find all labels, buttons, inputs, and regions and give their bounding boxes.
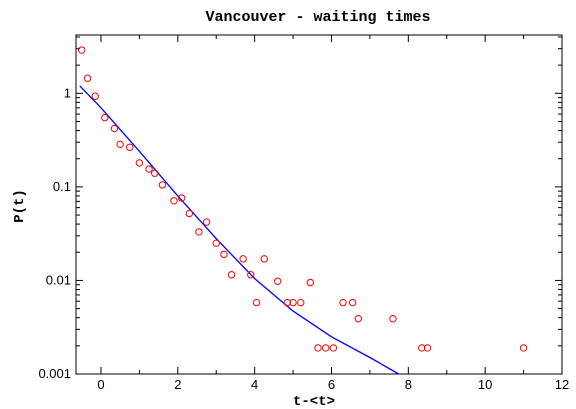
- data-point: [145, 165, 153, 173]
- data-point: [519, 344, 528, 352]
- x-axis-ticks: 0 2 4 6 8 10 12: [97, 35, 569, 392]
- data-point: [91, 92, 99, 100]
- data-point: [195, 228, 203, 236]
- data-point: [83, 74, 92, 82]
- data-point: [220, 250, 228, 259]
- data-point: [116, 140, 124, 149]
- data-point: [110, 124, 119, 133]
- y-tick-label: 0.1: [53, 179, 71, 194]
- data-point: [354, 314, 363, 323]
- data-point: [273, 277, 282, 285]
- data-point: [314, 344, 322, 352]
- fit-curve-layer: [79, 85, 400, 375]
- data-point: [283, 298, 292, 307]
- data-point: [135, 159, 144, 167]
- data-point: [322, 344, 330, 352]
- data-point: [227, 271, 236, 279]
- data-point: [151, 169, 159, 177]
- fit-curve: [79, 85, 400, 375]
- x-axis-label: t-<t>: [293, 394, 335, 409]
- data-point: [126, 143, 134, 151]
- data-point: [101, 113, 109, 122]
- x-tick-label: 0: [97, 377, 104, 392]
- data-point: [348, 298, 357, 307]
- data-points-layer: [78, 46, 528, 352]
- data-point: [239, 255, 247, 263]
- data-point: [289, 298, 297, 307]
- data-point: [247, 271, 255, 279]
- data-point: [185, 209, 194, 218]
- y-axis-label: P(t): [12, 189, 28, 223]
- data-point: [389, 314, 397, 323]
- x-tick-label: 10: [478, 377, 492, 392]
- x-tick-label: 4: [251, 377, 258, 392]
- y-axis-ticks: 0.001 0.01 0.1 1: [38, 36, 562, 381]
- data-point: [329, 344, 338, 352]
- data-point: [78, 46, 86, 54]
- x-tick-label: 8: [405, 377, 412, 392]
- x-tick-label: 2: [174, 377, 181, 392]
- data-point: [418, 344, 426, 352]
- x-tick-label: 6: [328, 377, 335, 392]
- data-point: [339, 298, 347, 307]
- plot-area-frame: [75, 34, 563, 375]
- chart-title: Vancouver - waiting times: [205, 9, 430, 26]
- data-point: [170, 197, 178, 205]
- data-point: [252, 298, 261, 307]
- x-tick-label: 12: [555, 377, 569, 392]
- data-point: [177, 194, 186, 202]
- data-point: [297, 298, 305, 307]
- y-tick-label: 0.001: [38, 366, 71, 381]
- data-point: [423, 344, 432, 352]
- data-point: [158, 181, 167, 189]
- data-point: [212, 239, 220, 247]
- y-tick-label: 0.01: [46, 272, 71, 287]
- data-point: [202, 218, 211, 226]
- data-point: [306, 278, 315, 287]
- data-point: [260, 255, 268, 263]
- y-tick-label: 1: [64, 85, 71, 100]
